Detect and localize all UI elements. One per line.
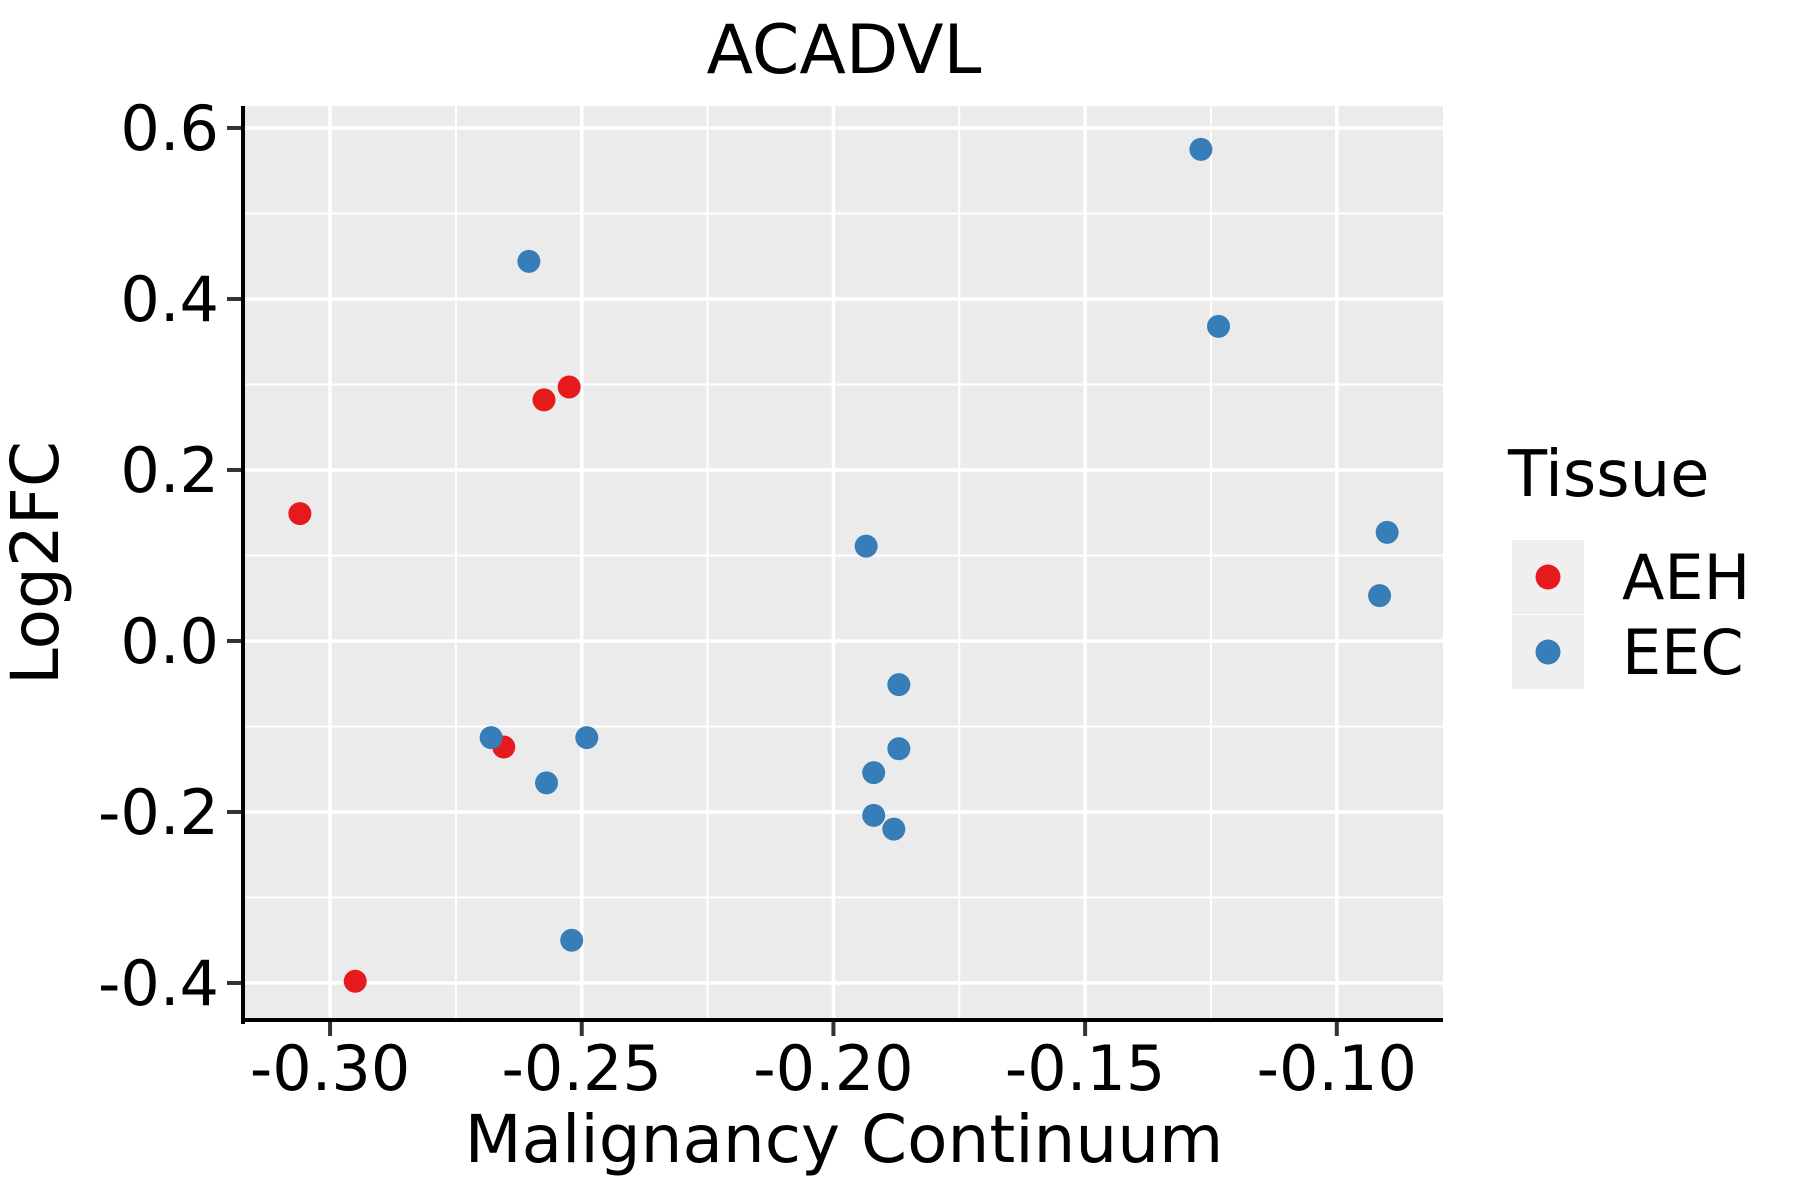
data-point-eec <box>479 726 503 750</box>
data-point-aeh <box>532 388 556 412</box>
data-point-eec <box>535 771 559 795</box>
legend-key-dot-eec <box>1535 639 1561 665</box>
x-tick-label: -0.15 <box>1005 1032 1165 1105</box>
y-tick-mark <box>227 467 241 472</box>
x-tick-mark <box>1083 1022 1088 1036</box>
data-point-eec <box>862 761 886 785</box>
y-major-gridline <box>245 639 1443 643</box>
y-axis-title: Log2FC <box>0 441 74 685</box>
y-tick-mark <box>227 809 241 814</box>
x-major-gridline <box>831 106 836 1020</box>
y-major-gridline <box>245 810 1443 814</box>
y-major-gridline <box>245 297 1443 301</box>
x-minor-gridline <box>706 106 709 1020</box>
y-tick-label: 0.6 <box>120 92 219 165</box>
y-minor-gridline <box>245 725 1443 728</box>
y-minor-gridline <box>245 554 1443 557</box>
x-major-gridline <box>579 106 584 1020</box>
legend-label-aeh: AEH <box>1622 541 1750 614</box>
y-tick-mark <box>227 296 241 301</box>
major-gridlines <box>245 106 1443 1020</box>
y-major-gridline <box>245 126 1443 130</box>
data-point-eec <box>854 534 878 558</box>
x-axis-line <box>241 1018 1443 1022</box>
legend-title: Tissue <box>1507 438 1710 512</box>
data-point-eec <box>517 249 541 273</box>
y-tick-mark <box>227 980 241 985</box>
data-point-eec <box>560 928 584 952</box>
data-point-eec <box>1368 584 1392 608</box>
plot-panel <box>245 106 1443 1020</box>
y-minor-gridline <box>245 896 1443 899</box>
data-point-eec <box>882 817 906 841</box>
legend-key-dot-aeh <box>1535 564 1561 590</box>
y-tick-label: -0.4 <box>98 947 219 1020</box>
y-tick-mark <box>227 638 241 643</box>
x-tick-mark <box>1334 1022 1339 1036</box>
data-point-eec <box>887 673 911 697</box>
data-point-eec <box>1207 314 1231 338</box>
x-major-gridline <box>1083 106 1087 1020</box>
axis-tick-labels: -0.30 -0.25 -0.20 -0.15 -0.10 0.6 0.4 0.2 0.0 -0.… <box>98 92 1417 1105</box>
plot-title: ACADVL <box>707 11 982 90</box>
data-point-eec <box>887 737 911 761</box>
x-minor-gridline <box>1209 106 1212 1020</box>
data-point-aeh <box>288 502 312 526</box>
x-tick-label: -0.10 <box>1257 1032 1417 1105</box>
y-tick-label: 0.4 <box>120 263 219 336</box>
x-axis-title: Malignancy Continuum <box>465 1101 1224 1178</box>
y-tick-label: 0.0 <box>120 605 219 678</box>
y-tick-mark <box>227 125 241 130</box>
data-point-eec <box>862 803 886 827</box>
data-point-aeh <box>343 969 367 993</box>
x-major-gridline <box>1335 106 1339 1020</box>
x-tick-mark <box>831 1022 836 1036</box>
data-point-eec <box>1375 520 1399 544</box>
x-minor-gridline <box>958 106 961 1020</box>
data-point-eec <box>575 726 599 750</box>
data-point-aeh <box>557 375 581 399</box>
x-tick-mark <box>579 1022 584 1036</box>
y-major-gridline <box>245 468 1443 472</box>
y-minor-gridline <box>245 383 1443 386</box>
x-minor-gridline <box>454 106 457 1020</box>
axis-ticks <box>227 125 1339 1036</box>
minor-gridlines <box>245 106 1443 1020</box>
x-tick-label: -0.20 <box>753 1032 913 1105</box>
y-tick-label: 0.2 <box>120 434 219 507</box>
data-point-eec <box>1189 137 1213 161</box>
y-minor-gridline <box>245 212 1443 215</box>
legend-label-eec: EEC <box>1622 616 1744 689</box>
x-tick-label: -0.30 <box>250 1032 410 1105</box>
y-major-gridline <box>245 981 1443 985</box>
y-axis-line <box>241 106 245 1024</box>
x-major-gridline <box>328 106 332 1020</box>
x-tick-label: -0.25 <box>502 1032 662 1105</box>
x-tick-mark <box>328 1022 333 1036</box>
y-tick-label: -0.2 <box>98 776 219 849</box>
data-points <box>288 137 1399 993</box>
